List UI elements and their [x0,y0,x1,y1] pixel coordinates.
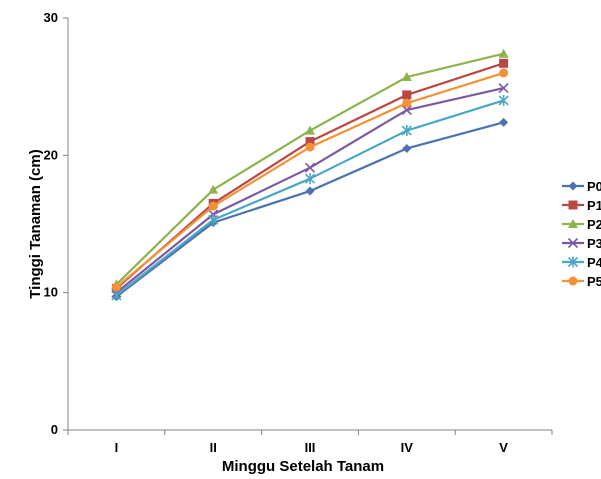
legend-item-p3: P3 [562,236,601,251]
legend-label: P3 [587,236,601,251]
legend-label: P2 [587,217,601,232]
y-axis-title: Tinggi Tanaman (cm) [27,149,44,298]
series-p4 [111,94,509,301]
y-tick-label: 10 [44,285,58,300]
series-layer [111,48,509,302]
y-tick-label: 20 [44,147,58,162]
data-point [401,104,412,116]
data-point [304,162,316,173]
marker-stroke [567,237,579,249]
legend: P0 P1 P2 P3 P4 P5 [562,179,601,289]
data-point [304,173,316,185]
legend-item-p5: P5 [562,274,601,289]
legend-item-p0: P0 [562,179,601,194]
marker-stroke [304,162,316,173]
data-point [305,142,315,152]
x-tick-label: II [210,440,217,455]
x-tick-label: V [499,440,508,455]
legend-label: P4 [587,255,601,270]
data-point [111,282,121,292]
data-point [402,90,412,100]
data-point [498,48,509,58]
x-axis-title: Minggu Setelah Tanam [222,458,384,475]
legend-marker [568,181,578,191]
data-point [305,186,315,196]
marker-stroke [401,104,412,116]
legend-marker [567,237,579,249]
data-point [111,289,122,301]
data-point [498,82,509,94]
y-tick-label: 30 [44,10,58,25]
legend-item-p4: P4 [562,255,601,270]
data-point [208,184,219,194]
y-tick-label: 0 [51,422,58,437]
legend-marker [567,256,579,268]
data-point [208,214,219,226]
legend-marker [568,200,578,210]
marker-stroke [498,82,509,94]
data-point [499,68,509,78]
x-tick-label: I [115,440,119,455]
data-point [305,125,315,135]
data-point [498,94,509,106]
series-p2 [111,48,509,289]
legend-label: P1 [587,198,601,213]
x-tick-label: IV [401,440,414,455]
data-point [499,58,509,68]
data-point [402,98,412,108]
data-point [305,137,315,147]
legend-label: P5 [587,274,601,289]
legend-marker [568,276,578,286]
legend-item-p2: P2 [562,217,601,232]
data-point [402,143,412,153]
legend-item-p1: P1 [562,198,601,213]
series-p5 [111,68,509,292]
data-point [401,125,412,137]
data-point [499,117,509,127]
legend-marker [568,219,578,228]
legend-label: P0 [587,179,601,194]
data-point [208,201,218,211]
data-point [401,72,412,82]
x-tick-label: III [305,440,316,455]
